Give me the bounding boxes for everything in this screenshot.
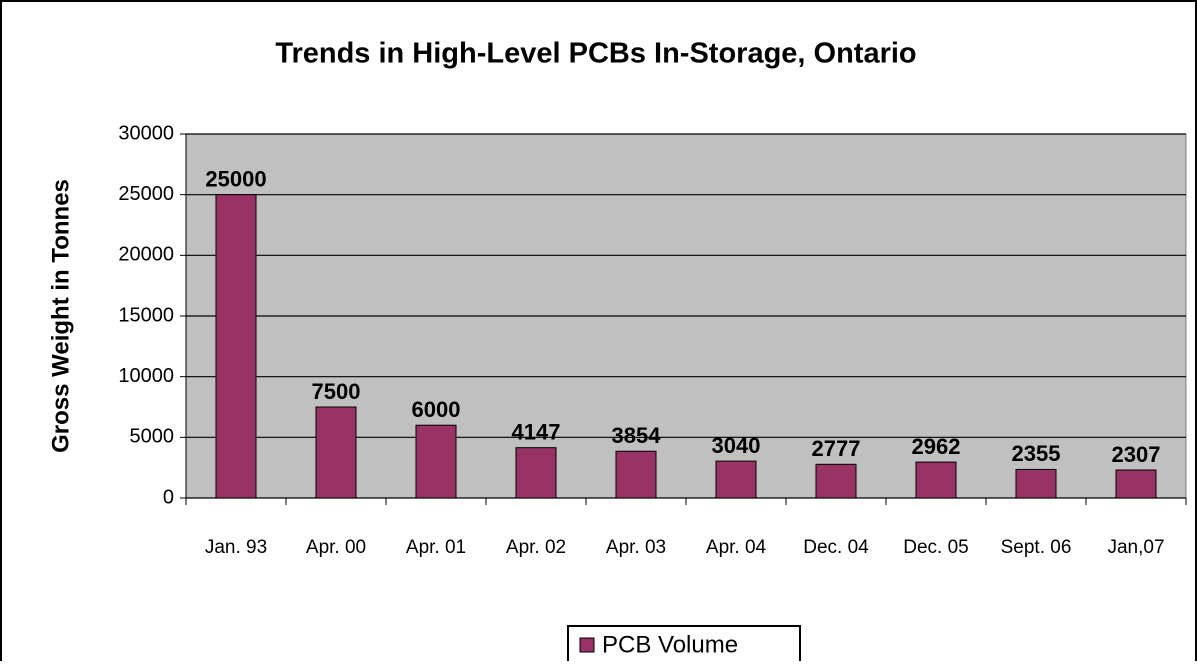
y-tick-label: 25000 — [118, 183, 174, 205]
y-tick-label: 0 — [163, 486, 174, 508]
legend-label: PCB Volume — [602, 631, 738, 658]
bar — [615, 450, 657, 499]
x-tick-label: Apr. 01 — [406, 537, 466, 558]
bar — [715, 460, 757, 499]
data-label: 2777 — [812, 436, 861, 461]
bar — [915, 461, 957, 499]
y-tick-label: 30000 — [118, 122, 174, 144]
x-tick-label: Dec. 04 — [803, 537, 869, 558]
x-tick-label: Jan,07 — [1107, 537, 1164, 558]
bar — [815, 463, 857, 499]
data-label: 3854 — [612, 423, 662, 448]
data-label: 2355 — [1012, 441, 1061, 466]
data-label: 25000 — [205, 166, 266, 191]
bar — [1015, 468, 1057, 499]
data-label: 6000 — [412, 397, 461, 422]
legend-swatch — [579, 637, 595, 653]
y-tick-label: 20000 — [118, 244, 174, 266]
bar — [315, 406, 357, 499]
x-tick-label: Jan. 93 — [205, 537, 267, 558]
x-tick-label: Dec. 05 — [903, 537, 968, 558]
bar — [415, 424, 457, 499]
y-tick-label: 15000 — [118, 304, 174, 326]
bar — [515, 447, 557, 499]
y-tick-label: 10000 — [118, 365, 174, 387]
data-label: 3040 — [712, 433, 761, 458]
data-label: 4147 — [512, 419, 561, 444]
x-tick-label: Apr. 04 — [706, 537, 767, 558]
data-label: 2307 — [1112, 442, 1161, 467]
bar — [215, 194, 257, 499]
data-label: 7500 — [312, 379, 361, 404]
legend-box — [567, 625, 801, 666]
y-tick-label: 5000 — [130, 426, 175, 448]
x-tick-label: Apr. 02 — [506, 537, 566, 558]
bar — [1115, 469, 1157, 499]
x-tick-label: Sept. 06 — [1001, 537, 1072, 558]
data-label: 2962 — [912, 434, 961, 459]
x-tick-label: Apr. 00 — [306, 537, 366, 558]
chart-title: Trends in High-Level PCBs In-Storage, On… — [275, 38, 916, 70]
y-axis-label: Gross Weight in Tonnes — [47, 179, 74, 453]
x-tick-label: Apr. 03 — [606, 537, 666, 558]
